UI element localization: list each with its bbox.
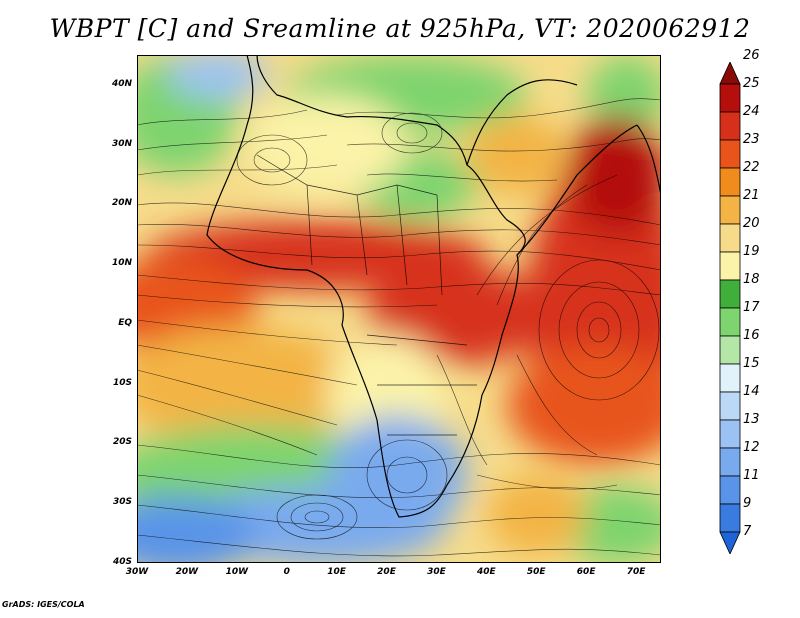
colorbar-swatch xyxy=(719,167,741,197)
colorbar-bottom-arrow xyxy=(719,531,741,554)
lon-tick-label: 30E xyxy=(427,567,446,577)
colorbar-swatch xyxy=(719,363,741,393)
colorbar-swatch xyxy=(719,111,741,141)
colorbar-level-label: 7 xyxy=(743,524,752,539)
colorbar-swatch xyxy=(719,391,741,421)
colorbar-level-label: 26 xyxy=(743,48,760,63)
colorbar-level-label: 9 xyxy=(743,496,752,511)
lon-tick-label: 20E xyxy=(377,567,396,577)
colorbar-level-label: 25 xyxy=(743,76,760,91)
lon-tick-label: 40E xyxy=(476,567,496,577)
colorbar-swatch xyxy=(719,195,741,225)
colorbar-level-label: 13 xyxy=(743,412,760,427)
lat-tick-label: 10N xyxy=(111,258,132,269)
lon-tick-label: 30W xyxy=(125,567,149,577)
colorbar-swatch xyxy=(719,83,741,113)
lon-tick-label: 60E xyxy=(576,567,596,577)
colorbar-swatch xyxy=(719,223,741,253)
colorbar-level-label: 14 xyxy=(743,384,760,399)
map-frame xyxy=(137,55,661,563)
colorbar-swatch xyxy=(719,307,741,337)
lat-tick-label: 40N xyxy=(111,78,132,89)
colorbar-level-label: 19 xyxy=(743,244,760,259)
colorbar-swatch xyxy=(719,335,741,365)
colorbar-swatch xyxy=(719,503,741,533)
lon-tick-label: 20W xyxy=(175,567,199,577)
colorbar-level-label: 18 xyxy=(743,272,760,287)
colorbar-level-label: 23 xyxy=(743,132,760,147)
country-borders xyxy=(256,154,477,436)
colorbar-level-label: 12 xyxy=(743,440,760,455)
colorbar-level-label: 17 xyxy=(743,300,760,315)
colorbar-level-label: 21 xyxy=(743,188,760,203)
colorbar-swatch xyxy=(719,475,741,505)
lat-tick-label: 30N xyxy=(111,138,132,149)
colorbar-level-label: 20 xyxy=(743,216,760,231)
colorbar-swatch xyxy=(719,419,741,449)
lat-tick-label: 30S xyxy=(112,497,132,508)
lat-tick-label: 40S xyxy=(112,557,132,567)
colorbar xyxy=(719,62,741,554)
map-title: WBPT [C] and Sreamline at 925hPa, VT: 20… xyxy=(49,14,751,43)
lat-tick-label: 10S xyxy=(112,377,132,388)
lon-tick-label: 50E xyxy=(526,567,546,577)
colorbar-level-label: 24 xyxy=(743,104,760,119)
lon-tick-label: 0 xyxy=(283,567,290,577)
wbpt-streamline-map xyxy=(137,55,661,563)
lon-tick-label: 70E xyxy=(626,567,646,577)
colorbar-level-label: 16 xyxy=(743,328,760,343)
grads-credit: GrADS: IGES/COLA xyxy=(2,600,85,609)
coastlines xyxy=(206,55,661,518)
colorbar-swatch xyxy=(719,251,741,281)
colorbar-level-label: 22 xyxy=(743,160,760,175)
lon-tick-label: 10E xyxy=(327,567,346,577)
colorbar-swatch xyxy=(719,139,741,169)
colorbar-swatch xyxy=(719,447,741,477)
colorbar-swatch xyxy=(719,279,741,309)
colorbar-top-arrow xyxy=(719,62,741,85)
map-panel xyxy=(137,55,661,563)
lat-tick-label: 20N xyxy=(111,198,132,209)
colorbar-level-label: 11 xyxy=(743,468,760,483)
temperature-field xyxy=(137,55,661,563)
colorbar-level-label: 15 xyxy=(743,356,760,371)
streamlines xyxy=(137,98,661,557)
lat-tick-label: EQ xyxy=(118,317,132,328)
lat-tick-label: 20S xyxy=(112,437,132,448)
lon-tick-label: 10W xyxy=(225,567,249,577)
